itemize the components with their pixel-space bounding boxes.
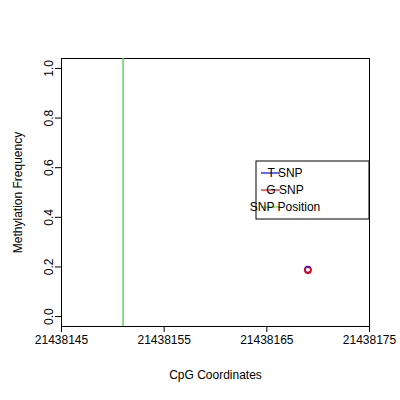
svg-text:0.8: 0.8 bbox=[42, 109, 56, 126]
svg-text:0.4: 0.4 bbox=[42, 209, 56, 226]
svg-text:21438155: 21438155 bbox=[137, 333, 191, 347]
svg-text:21438175: 21438175 bbox=[343, 333, 397, 347]
svg-text:Methylation Frequency: Methylation Frequency bbox=[11, 132, 25, 253]
svg-text:SNP Position: SNP Position bbox=[250, 200, 320, 214]
svg-text:0.0: 0.0 bbox=[42, 308, 56, 325]
svg-text:0.2: 0.2 bbox=[42, 258, 56, 275]
svg-text:CpG Coordinates: CpG Coordinates bbox=[169, 368, 262, 382]
svg-text:21438165: 21438165 bbox=[240, 333, 294, 347]
svg-text:G SNP: G SNP bbox=[266, 183, 303, 197]
svg-text:1.0: 1.0 bbox=[42, 60, 56, 77]
svg-text:T SNP: T SNP bbox=[267, 166, 302, 180]
svg-text:0.6: 0.6 bbox=[42, 159, 56, 176]
svg-text:21438145: 21438145 bbox=[35, 333, 89, 347]
